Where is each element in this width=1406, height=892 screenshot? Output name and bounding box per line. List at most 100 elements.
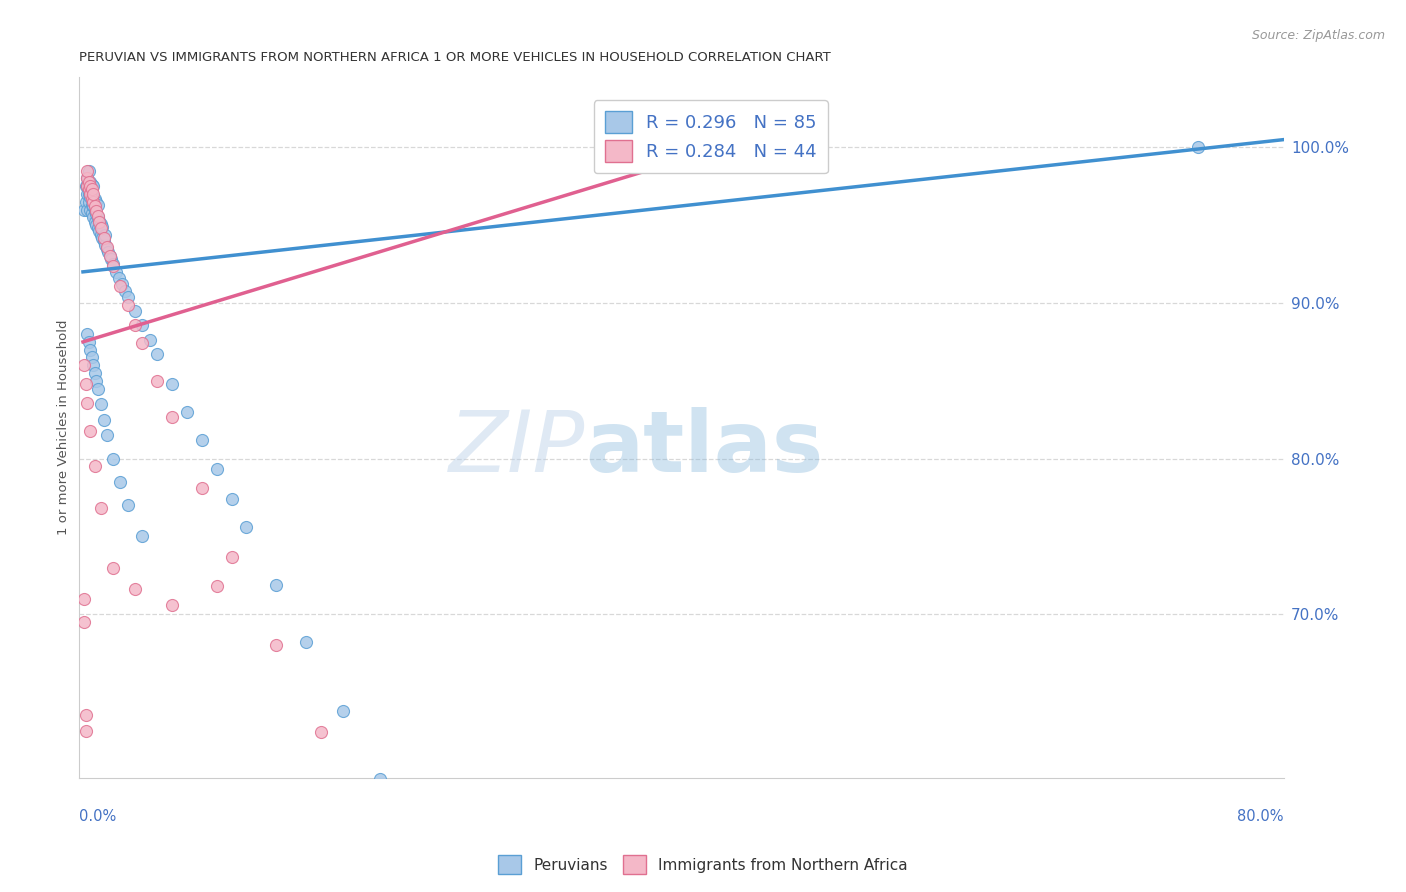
Point — [82, 190, 104, 204]
Point — [73, 202, 96, 217]
Text: 0.0%: 0.0% — [79, 809, 115, 824]
Point — [114, 284, 136, 298]
Point — [80, 187, 103, 202]
Point — [139, 334, 162, 348]
Point — [101, 257, 124, 271]
Point — [80, 182, 103, 196]
Text: PERUVIAN VS IMMIGRANTS FROM NORTHERN AFRICA 1 OR MORE VEHICLES IN HOUSEHOLD CORR: PERUVIAN VS IMMIGRANTS FROM NORTHERN AFR… — [79, 51, 831, 63]
Point — [86, 194, 108, 209]
Point — [82, 358, 104, 372]
Point — [76, 202, 98, 217]
Point — [87, 382, 110, 396]
Point — [83, 204, 105, 219]
Point — [77, 163, 100, 178]
Point — [94, 238, 117, 252]
Point — [101, 451, 124, 466]
Point — [131, 336, 153, 351]
Point — [82, 179, 104, 194]
Point — [76, 327, 98, 342]
Point — [79, 343, 101, 357]
Point — [90, 397, 112, 411]
Point — [98, 249, 121, 263]
Point — [90, 227, 112, 242]
Point — [90, 501, 112, 516]
Point — [79, 175, 101, 189]
Point — [90, 221, 112, 235]
Point — [160, 598, 183, 612]
Y-axis label: 1 or more Vehicles in Household: 1 or more Vehicles in Household — [58, 319, 70, 535]
Text: 80.0%: 80.0% — [1237, 809, 1284, 824]
Point — [79, 187, 101, 202]
Point — [108, 278, 131, 293]
Point — [73, 591, 96, 606]
Point — [83, 215, 105, 229]
Point — [77, 182, 100, 196]
Point — [131, 318, 153, 332]
Point — [77, 334, 100, 349]
Point — [76, 171, 98, 186]
Point — [76, 171, 98, 186]
Point — [146, 347, 169, 361]
Point — [117, 498, 139, 512]
Text: atlas: atlas — [585, 407, 823, 490]
Point — [205, 462, 228, 476]
Point — [86, 374, 108, 388]
Point — [80, 198, 103, 212]
Point — [87, 209, 110, 223]
Point — [295, 635, 318, 649]
Point — [160, 376, 183, 391]
Point — [90, 217, 112, 231]
Point — [76, 163, 98, 178]
Point — [108, 475, 131, 489]
Point — [104, 265, 127, 279]
Point — [77, 187, 100, 202]
Point — [77, 179, 100, 194]
Point — [83, 192, 105, 206]
Point — [124, 582, 146, 597]
Point — [332, 704, 354, 718]
Point — [75, 708, 97, 723]
Point — [235, 520, 257, 534]
Point — [191, 481, 214, 495]
Point — [79, 182, 101, 196]
Point — [89, 215, 111, 229]
Point — [76, 395, 98, 409]
Point — [87, 211, 110, 225]
Point — [89, 213, 111, 227]
Point — [79, 179, 101, 194]
Point — [77, 175, 100, 189]
Point — [87, 198, 110, 212]
Point — [117, 290, 139, 304]
Point — [80, 351, 103, 365]
Point — [124, 303, 146, 318]
Point — [124, 318, 146, 332]
Point — [221, 549, 243, 564]
Point — [94, 227, 117, 242]
Point — [1187, 140, 1209, 154]
Point — [91, 219, 114, 234]
Point — [101, 259, 124, 273]
Point — [86, 207, 108, 221]
Point — [101, 560, 124, 574]
Point — [80, 192, 103, 206]
Point — [458, 871, 481, 886]
Point — [79, 190, 101, 204]
Point — [73, 615, 96, 629]
Point — [76, 187, 98, 202]
Point — [91, 230, 114, 244]
Point — [93, 412, 115, 426]
Point — [80, 205, 103, 219]
Point — [82, 211, 104, 225]
Point — [191, 433, 214, 447]
Point — [264, 638, 287, 652]
Point — [264, 577, 287, 591]
Text: ZIP: ZIP — [449, 407, 585, 490]
Point — [176, 405, 198, 419]
Point — [86, 204, 108, 219]
Point — [117, 297, 139, 311]
Point — [76, 179, 98, 194]
Point — [75, 376, 97, 391]
Point — [97, 244, 120, 259]
Point — [368, 772, 391, 786]
Point — [79, 424, 101, 438]
